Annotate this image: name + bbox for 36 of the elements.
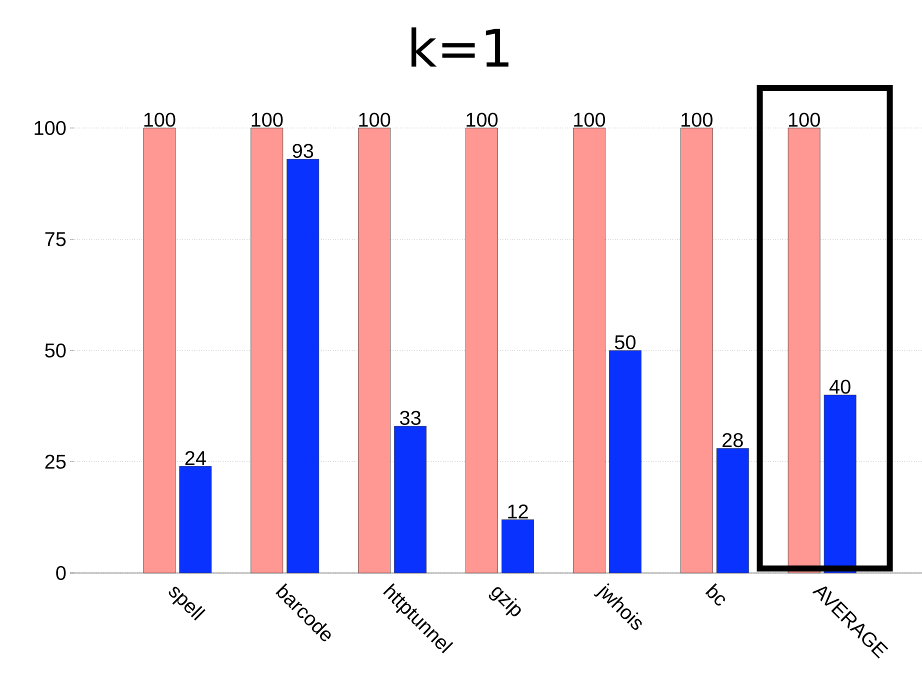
- data-label: 100: [682, 112, 712, 127]
- y-tick-label: 25: [45, 454, 66, 469]
- bar: [609, 350, 642, 574]
- bar: [788, 128, 820, 574]
- data-label: 100: [574, 112, 606, 127]
- chart-title: k=1: [412, 27, 508, 67]
- data-label: 100: [359, 112, 390, 127]
- bar: [143, 128, 176, 574]
- bar: [716, 448, 749, 574]
- data-label: 100: [144, 112, 176, 127]
- bar: [394, 426, 427, 574]
- y-tick-label: 0: [56, 566, 66, 580]
- x-tick-label: gzip: [488, 587, 521, 616]
- bar: [286, 158, 320, 574]
- data-label: 12: [508, 504, 528, 518]
- data-label: 93: [292, 144, 314, 158]
- x-tick-label: bc: [705, 583, 725, 606]
- bar: [502, 519, 534, 574]
- bar: [179, 466, 212, 574]
- data-label: 100: [252, 112, 283, 127]
- bar: [573, 128, 606, 574]
- y-tick-label: 100: [34, 120, 66, 136]
- data-label: 40: [829, 380, 850, 394]
- data-label: 100: [466, 112, 498, 127]
- data-label: 33: [400, 410, 421, 425]
- data-label: 28: [722, 433, 743, 448]
- y-tick-label: 75: [45, 232, 66, 246]
- data-label: 100: [788, 112, 820, 127]
- data-label: 24: [185, 451, 206, 465]
- data-label: 50: [614, 335, 636, 350]
- bar: [824, 394, 856, 574]
- bar: [680, 128, 713, 574]
- bar: [466, 128, 498, 574]
- bar: [358, 128, 391, 574]
- y-tick-label: 50: [45, 343, 66, 358]
- bar: [250, 128, 284, 574]
